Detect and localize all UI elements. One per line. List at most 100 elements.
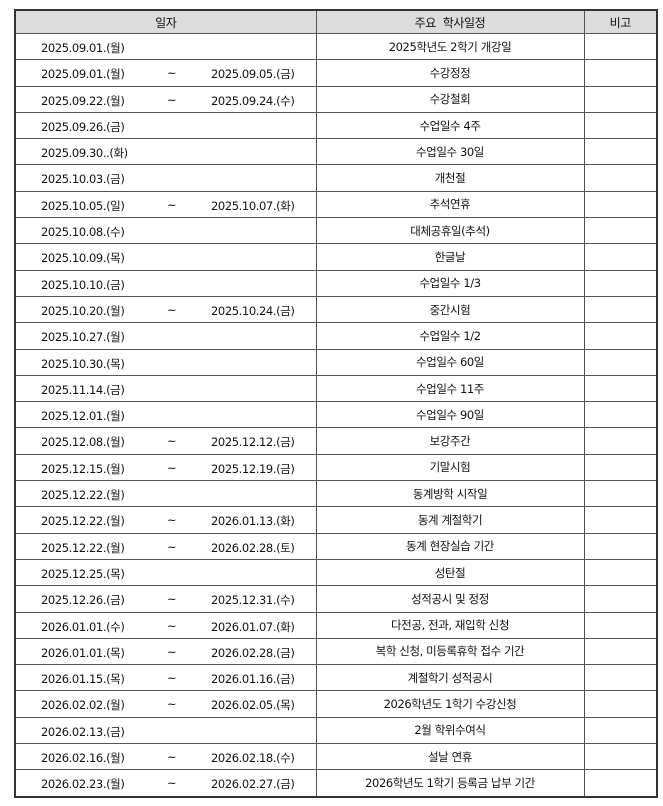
table-row: 2025.12.25.(목) 성탄절 <box>14 558 658 587</box>
note-cell <box>583 664 658 692</box>
note-cell <box>583 374 658 403</box>
date-cell: 2025.09.30..(화) <box>14 138 317 166</box>
note-cell <box>583 769 658 798</box>
date-cell: 2025.12.01.(월) <box>14 401 317 429</box>
date-cell: 2026.01.01.(수) ~ 2026.01.07.(화) <box>14 611 317 639</box>
end-date: 2026.01.16.(금) <box>211 672 295 687</box>
event-cell: 설날 연휴 <box>315 743 585 771</box>
end-date: 2025.09.24.(수) <box>211 93 295 108</box>
start-date: 2026.01.01.(수) <box>41 619 125 634</box>
date-cell: 2025.10.10.(금) <box>14 269 317 297</box>
table-row: 2025.10.10.(금) 수업일수 1/3 <box>14 269 658 297</box>
note-cell <box>583 480 658 508</box>
table-row: 2025.09.01.(월) 2025학년도 2학기 개강일 <box>14 32 658 61</box>
table-row: 2025.09.01.(월) ~ 2025.09.05.(금) 수강정정 <box>14 59 658 87</box>
event-cell: 수업일수 1/2 <box>315 322 585 350</box>
end-date: 2026.02.18.(수) <box>211 751 295 766</box>
event-cell: 계절학기 성적공시 <box>315 664 585 692</box>
table-row: 2025.12.26.(금) ~ 2025.12.31.(수) 성적공시 및 정정 <box>14 585 658 613</box>
table-row: 2025.10.20.(월) ~ 2025.10.24.(금) 중간시험 <box>14 295 658 324</box>
range-separator: ~ <box>167 539 177 554</box>
event-cell: 2026학년도 1학기 등록금 납부 기간 <box>315 769 585 798</box>
event-cell: 중간시험 <box>315 295 585 324</box>
start-date: 2025.12.25.(목) <box>41 566 125 581</box>
note-cell <box>583 59 658 87</box>
event-cell: 보강주간 <box>315 427 585 455</box>
table-row: 2025.12.15.(월) ~ 2025.12.19.(금) 기말시험 <box>14 453 658 482</box>
note-cell <box>583 111 658 140</box>
start-date: 2025.12.22.(월) <box>41 514 125 529</box>
table-row: 2025.12.08.(월) ~ 2025.12.12.(금) 보강주간 <box>14 427 658 455</box>
table-row: 2025.10.09.(목) 한글날 <box>14 243 658 271</box>
event-cell: 다전공, 전과, 재입학 신청 <box>315 611 585 639</box>
start-date: 2025.12.01.(월) <box>41 409 125 424</box>
table-row: 2025.10.08.(수) 대체공휴일(추석) <box>14 217 658 245</box>
range-separator: ~ <box>167 644 177 659</box>
event-cell: 한글날 <box>315 243 585 271</box>
end-date: 2025.12.31.(수) <box>211 593 295 608</box>
start-date: 2025.12.26.(금) <box>41 593 125 608</box>
date-cell: 2025.10.09.(목) <box>14 243 317 271</box>
date-cell: 2025.12.22.(월) ~ 2026.02.28.(토) <box>14 532 317 560</box>
range-separator: ~ <box>167 66 177 81</box>
date-cell: 2025.12.08.(월) ~ 2025.12.12.(금) <box>14 427 317 455</box>
note-cell <box>583 164 658 192</box>
start-date: 2025.12.08.(월) <box>41 435 125 450</box>
academic-schedule-table: 일자 주요 학사일정 비고 2025.09.01.(월) 2025학년도 2학기 … <box>14 9 658 798</box>
start-date: 2025.10.30.(목) <box>41 356 125 371</box>
end-date: 2026.01.13.(화) <box>211 514 295 529</box>
table-row: 2025.12.22.(월) 동계방학 시작일 <box>14 480 658 508</box>
date-cell: 2025.10.05.(일) ~ 2025.10.07.(화) <box>14 190 317 219</box>
header-note: 비고 <box>583 9 658 34</box>
start-date: 2026.01.01.(목) <box>41 645 125 660</box>
event-cell: 동계방학 시작일 <box>315 480 585 508</box>
start-date: 2026.02.23.(월) <box>41 777 125 792</box>
range-separator: ~ <box>167 434 177 449</box>
end-date: 2026.02.27.(금) <box>211 777 295 792</box>
end-date: 2025.12.12.(금) <box>211 435 295 450</box>
start-date: 2025.10.09.(목) <box>41 251 125 266</box>
table-row: 2025.11.14.(금) 수업일수 11주 <box>14 374 658 403</box>
table-row: 2025.12.22.(월) ~ 2026.02.28.(토) 동계 현장실습 기간 <box>14 532 658 560</box>
start-date: 2026.02.16.(월) <box>41 751 125 766</box>
event-cell: 추석연휴 <box>315 190 585 219</box>
date-cell: 2025.10.27.(월) <box>14 322 317 350</box>
event-cell: 성적공시 및 정정 <box>315 585 585 613</box>
header-row: 일자 주요 학사일정 비고 <box>14 9 658 34</box>
start-date: 2026.02.02.(월) <box>41 698 125 713</box>
note-cell <box>583 85 658 113</box>
range-separator: ~ <box>167 750 177 765</box>
event-cell: 2025학년도 2학기 개강일 <box>315 32 585 61</box>
date-cell: 2025.12.22.(월) ~ 2026.01.13.(화) <box>14 506 317 534</box>
range-separator: ~ <box>167 592 177 607</box>
start-date: 2025.10.05.(일) <box>41 198 125 213</box>
note-cell <box>583 532 658 560</box>
note-cell <box>583 243 658 271</box>
date-cell: 2026.02.23.(월) ~ 2026.02.27.(금) <box>14 769 317 798</box>
date-cell: 2025.10.20.(월) ~ 2025.10.24.(금) <box>14 295 317 324</box>
date-cell: 2025.10.08.(수) <box>14 217 317 245</box>
table-row: 2025.09.26.(금) 수업일수 4주 <box>14 111 658 140</box>
header-date: 일자 <box>14 9 317 34</box>
end-date: 2026.02.28.(금) <box>211 645 295 660</box>
table-row: 2025.09.22.(월) ~ 2025.09.24.(수) 수강철회 <box>14 85 658 113</box>
start-date: 2025.12.22.(월) <box>41 488 125 503</box>
note-cell <box>583 269 658 297</box>
note-cell <box>583 295 658 324</box>
table-row: 2025.12.01.(월) 수업일수 90일 <box>14 401 658 429</box>
start-date: 2025.10.08.(수) <box>41 225 125 240</box>
event-cell: 수업일수 90일 <box>315 401 585 429</box>
start-date: 2025.09.30..(화) <box>41 146 128 161</box>
event-cell: 수강정정 <box>315 59 585 87</box>
range-separator: ~ <box>167 776 177 791</box>
event-cell: 개천절 <box>315 164 585 192</box>
date-cell: 2025.10.30.(목) <box>14 348 317 376</box>
range-separator: ~ <box>167 671 177 686</box>
start-date: 2025.12.15.(월) <box>41 461 125 476</box>
start-date: 2025.12.22.(월) <box>41 540 125 555</box>
header-event: 주요 학사일정 <box>315 9 585 34</box>
note-cell <box>583 32 658 61</box>
event-cell: 동계 현장실습 기간 <box>315 532 585 560</box>
start-date: 2026.01.15.(목) <box>41 672 125 687</box>
table-row: 2025.09.30..(화) 수업일수 30일 <box>14 138 658 166</box>
